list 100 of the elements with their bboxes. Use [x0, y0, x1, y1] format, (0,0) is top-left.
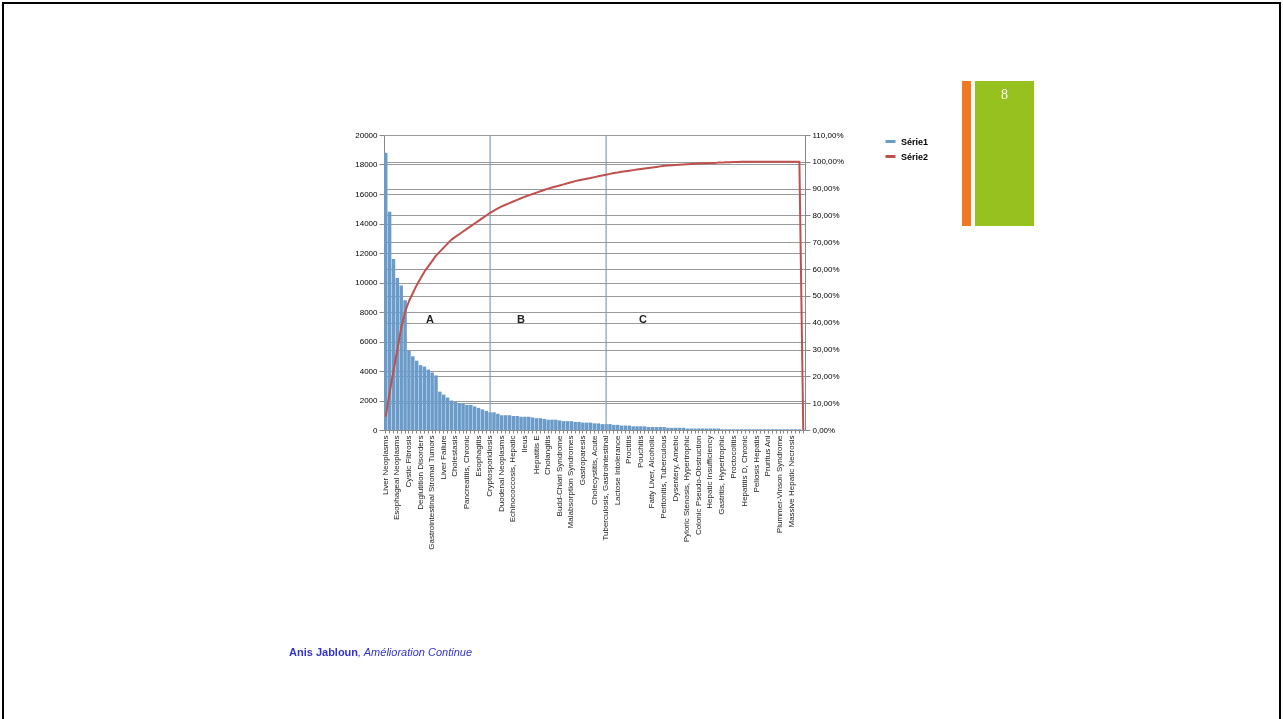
bar: [666, 427, 670, 430]
y2-tick-label: 60,00%: [812, 264, 840, 274]
x-tick-label: Proctocolitis: [728, 435, 738, 479]
y-tick-label: 12000: [355, 248, 379, 258]
x-tick-label: Pruritus Ani: [763, 435, 773, 477]
x-tick-label: Plummer-Vinson Syndrome: [775, 434, 785, 534]
bar: [496, 413, 500, 430]
bar: [631, 426, 635, 430]
bar: [573, 421, 577, 430]
y-tick-label: 18000: [355, 160, 379, 169]
y-tick-label: 14000: [355, 219, 379, 228]
y2-tick-label: 110,00%: [812, 130, 844, 140]
y2-tick-label: 100,00%: [812, 157, 845, 167]
x-tick-label: Peritonitis, Tuberculous: [659, 435, 669, 519]
x-tick-label: Liver Failure: [438, 434, 448, 480]
x-tick-label: Proctitis: [624, 435, 634, 464]
y2-tick-label: 30,00%: [812, 345, 840, 355]
legend-label: Série1: [901, 136, 929, 147]
text: Anis Jabloun, Amélioration Continue: [289, 646, 472, 658]
x-tick-label: Esophageal Neoplasms: [392, 435, 402, 520]
x-tick-label: Duodenal Neoplasms: [496, 435, 506, 512]
y-tick-label: 6000: [359, 337, 379, 346]
x-tick-label: Lactose Intolerance: [612, 434, 622, 506]
bar: [600, 424, 604, 430]
annotation: C: [639, 313, 648, 325]
bar: [527, 416, 531, 430]
x-tick-label: Ileus: [519, 435, 529, 453]
x-tick-label: Massive Hepatic Necrosis: [786, 435, 796, 528]
y-tick-label: 20000: [355, 130, 379, 140]
bar: [434, 375, 438, 430]
y2-tick-label: 10,00%: [812, 398, 840, 408]
x-tick-label: Gastrointestinal Stromal Tumors: [427, 435, 437, 550]
x-tick-label: Pyloric Stenosis, Hypertrophic: [682, 435, 692, 543]
x-tick-label: Cystic Fibrosis: [403, 435, 413, 488]
bar: [639, 426, 643, 430]
x-tick-label: Hepatic Insufficiency: [705, 435, 715, 509]
x-tick-label: Dysentery, Amebic: [670, 435, 680, 502]
bar: [577, 421, 581, 430]
y2-tick-label: 80,00%: [812, 210, 840, 220]
x-tick-label: Cholestasis: [450, 435, 460, 477]
x-tick-label: Echinococcosis, Hepatic: [508, 435, 518, 523]
y2-tick-label: 90,00%: [812, 184, 840, 194]
x-tick-label: Gastritis, Hypertrophic: [717, 435, 727, 515]
x-tick-label: Liver Neoplasms: [380, 435, 390, 496]
x-tick-label: Fatty Liver, Alcoholic: [647, 435, 657, 509]
annotation: A: [426, 313, 435, 325]
x-tick-label: Hepatitis D, Chronic: [740, 435, 750, 507]
bar: [650, 427, 655, 430]
y-tick-label: 10000: [355, 278, 379, 287]
y-tick-label: 16000: [355, 189, 379, 199]
bar: [635, 426, 639, 430]
bar: [670, 427, 674, 430]
x-tick-label: Budd-Chiari Syndrome: [554, 434, 564, 517]
x-tick-label: Gastroparesis: [577, 435, 587, 486]
y-tick-label: 4000: [359, 366, 379, 376]
x-tick-label: Cryptosporidiosis: [485, 435, 495, 497]
bar: [662, 427, 666, 430]
y2-tick-label: 0,00%: [812, 425, 836, 435]
annotation: B: [517, 313, 526, 325]
bar: [550, 419, 554, 430]
x-tick-label: Malabsorption Syndromes: [566, 435, 576, 529]
y-tick-label: 0: [373, 425, 379, 435]
x-tick-label: Cholecystitis, Acute: [589, 434, 599, 505]
x-tick-label: Tuberculosis, Gastrointestinal: [601, 435, 611, 541]
legend-label: Série2: [901, 151, 929, 162]
x-tick-label: Colonic Pseudo-Obstruction: [693, 435, 703, 536]
bar: [592, 423, 597, 430]
bar: [643, 426, 647, 430]
bar: [581, 422, 585, 430]
bar: [554, 419, 558, 430]
bar: [546, 419, 550, 430]
y2-tick-label: 40,00%: [812, 318, 840, 328]
bar: [519, 416, 523, 430]
bar: [608, 424, 612, 430]
bar: [461, 403, 465, 430]
bar: [465, 404, 469, 430]
x-tick-label: Peliosis Hepatis: [751, 435, 761, 493]
x-tick-label: Esophagitis: [473, 435, 483, 477]
bar: [523, 416, 527, 430]
y-tick-label: 2000: [359, 396, 379, 405]
bar: [430, 372, 434, 430]
x-tick-label: Pouchitis: [635, 435, 645, 468]
x-tick-label: Cholangitis: [543, 435, 553, 476]
y-tick-label: 8000: [359, 307, 379, 317]
bar: [658, 427, 662, 430]
bar: [654, 427, 659, 430]
bar: [596, 423, 601, 430]
bar: [557, 420, 562, 430]
x-tick-label: Deglutition Disorders: [415, 435, 425, 510]
text: 8: [1000, 86, 1009, 103]
bar: [469, 404, 473, 430]
x-tick-label: Hepatitis E: [531, 435, 541, 475]
x-tick-label: Pancreatitis, Chronic: [461, 435, 471, 510]
bar: [457, 403, 461, 430]
y2-tick-label: 20,00%: [812, 371, 840, 381]
y2-tick-label: 70,00%: [812, 237, 840, 247]
bar: [585, 422, 589, 430]
bar: [515, 415, 519, 430]
bar: [612, 424, 616, 430]
bar: [646, 427, 651, 430]
